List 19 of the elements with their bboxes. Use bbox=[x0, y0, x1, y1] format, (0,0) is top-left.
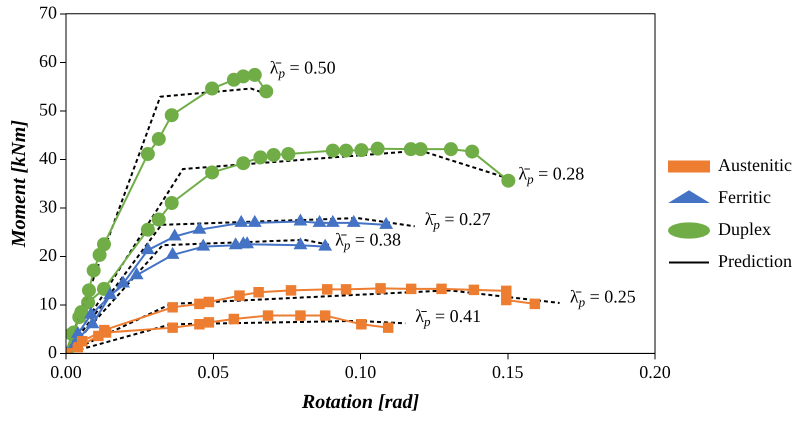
y-tick-label: 0 bbox=[48, 342, 57, 362]
y-tick-label: 60 bbox=[39, 51, 57, 72]
y-tick-label: 40 bbox=[39, 148, 57, 168]
y-tick-label: 10 bbox=[39, 294, 57, 314]
y-tick-label: 70 bbox=[39, 2, 57, 23]
x-tick-label: 0.00 bbox=[50, 362, 82, 382]
legend-label: Ferritic bbox=[718, 187, 772, 208]
x-tick-label: 0.05 bbox=[198, 362, 230, 382]
x-axis-title: Rotation [rad] bbox=[300, 391, 420, 414]
y-tick-label: 50 bbox=[39, 100, 57, 120]
legend-label: Austenitic bbox=[718, 155, 792, 176]
legend-label: Duplex bbox=[718, 219, 772, 240]
x-tick-label: 0.10 bbox=[344, 362, 376, 382]
x-tick-label: 0.15 bbox=[492, 362, 524, 382]
y-tick-label: 20 bbox=[39, 245, 57, 266]
x-tick-label: 0.20 bbox=[639, 362, 671, 382]
y-axis-title: Moment [kNm] bbox=[8, 120, 30, 248]
legend-label: Prediction bbox=[718, 251, 792, 272]
y-tick-label: 30 bbox=[39, 196, 57, 217]
